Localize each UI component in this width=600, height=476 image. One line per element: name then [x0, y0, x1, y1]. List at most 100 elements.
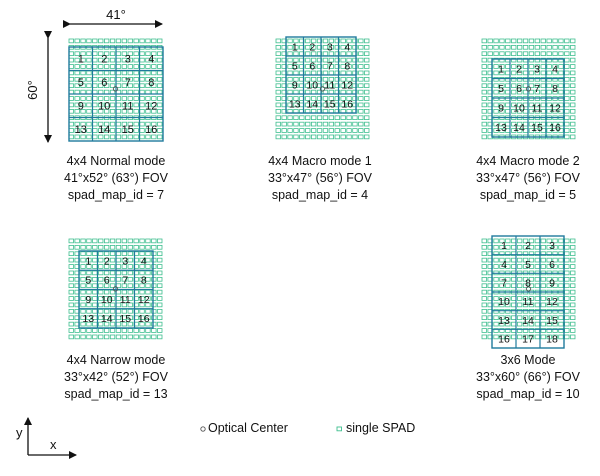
- spad-cell: [98, 238, 104, 244]
- spad-cell: [92, 64, 98, 69]
- spad-cell: [570, 70, 576, 76]
- spad-cell: [511, 77, 517, 82]
- spad-cell: [121, 334, 127, 340]
- mode-spad-map-id: spad_map_id = 10: [476, 387, 580, 401]
- spad-cell: [499, 321, 505, 327]
- spad-cell: [86, 244, 92, 250]
- spad-cell: [86, 257, 92, 263]
- spad-cell: [558, 308, 564, 314]
- spad-cell: [552, 244, 558, 250]
- zone-label: 6: [516, 83, 522, 95]
- spad-cell: [139, 121, 145, 127]
- spad-cell: [546, 109, 552, 114]
- spad-cell: [74, 38, 80, 44]
- zone-label: 13: [82, 313, 94, 325]
- spad-cell: [299, 128, 305, 133]
- spad-cell: [322, 45, 329, 50]
- spad-cell: [157, 77, 163, 82]
- spad-cell: [499, 45, 505, 50]
- spad-cell: [151, 289, 157, 295]
- spad-cell: [109, 296, 116, 301]
- spad-array: [275, 38, 370, 140]
- spad-cell: [334, 77, 340, 82]
- spad-cell: [92, 134, 98, 140]
- spad-cell: [534, 45, 540, 50]
- spad-cell: [157, 283, 163, 288]
- spad-cell: [534, 238, 540, 244]
- spad-cell: [92, 257, 98, 263]
- spad-cell: [127, 96, 133, 101]
- spad-cell: [127, 289, 133, 295]
- single-spad-marker: [336, 426, 342, 432]
- spad-cell: [364, 83, 370, 89]
- spad-cell: [546, 64, 552, 69]
- spad-cell: [86, 321, 92, 327]
- spad-cell: [522, 264, 529, 269]
- spad-cell: [540, 251, 546, 257]
- spad-cell: [104, 77, 110, 82]
- spad-cell: [145, 128, 151, 133]
- spad-cell: [151, 70, 157, 76]
- spad-cell: [358, 89, 364, 95]
- spad-cell: [481, 296, 487, 301]
- spad-cell: [570, 296, 576, 301]
- spad-cell: [86, 328, 92, 333]
- spad-cell: [98, 328, 104, 333]
- spad-cell: [310, 57, 317, 63]
- spad-cell: [86, 121, 92, 127]
- zone-label: 15: [531, 122, 543, 134]
- spad-cell: [80, 283, 86, 288]
- spad-cell: [310, 38, 317, 44]
- spad-cell: [98, 102, 104, 108]
- spad-cell: [121, 57, 127, 63]
- spad-cell: [564, 77, 570, 82]
- spad-cell: [115, 102, 122, 108]
- mode-fov: 33°x42° (52°) FOV: [64, 370, 168, 384]
- spad-cell: [534, 70, 540, 76]
- spad-cell: [522, 321, 529, 327]
- spad-cell: [517, 109, 523, 114]
- spad-cell: [316, 102, 323, 108]
- spad-cell: [80, 38, 86, 44]
- spad-cell: [109, 251, 116, 257]
- spad-cell: [68, 38, 74, 44]
- spad-cell: [80, 302, 86, 308]
- spad-cell: [104, 134, 110, 140]
- spad-cell: [305, 134, 311, 140]
- spad-cell: [334, 45, 340, 50]
- spad-cell: [546, 77, 552, 82]
- spad-cell: [310, 96, 317, 101]
- spad-cell: [570, 276, 576, 282]
- zone-label: 15: [324, 98, 336, 110]
- spad-cell: [493, 121, 499, 127]
- spad-cell: [322, 121, 329, 127]
- spad-cell: [540, 302, 546, 308]
- spad-cell: [558, 257, 564, 263]
- spad-cell: [109, 102, 116, 108]
- spad-cell: [570, 315, 576, 320]
- spad-cell: [157, 121, 163, 127]
- spad-cell: [139, 302, 145, 308]
- spad-cell: [98, 70, 104, 76]
- spad-cell: [481, 64, 487, 69]
- spad-cell: [98, 308, 104, 314]
- spad-cell: [68, 270, 74, 276]
- spad-cell: [481, 334, 487, 340]
- spad-cell: [552, 251, 558, 257]
- spad-cell: [115, 276, 122, 282]
- spad-cell: [293, 57, 299, 63]
- spad-cell: [511, 89, 517, 95]
- spad-cell: [499, 64, 505, 69]
- spad-cell: [511, 276, 517, 282]
- spad-cell: [570, 89, 576, 95]
- spad-cell: [133, 51, 139, 56]
- spad-cell: [358, 45, 364, 50]
- spad-cell: [570, 38, 576, 44]
- spad-cell: [86, 283, 92, 288]
- spad-cell: [499, 276, 505, 282]
- spad-cell: [499, 251, 505, 257]
- spad-cell: [139, 70, 145, 76]
- spad-cell: [121, 96, 127, 101]
- spad-cell: [139, 264, 145, 269]
- spad-cell: [145, 315, 151, 320]
